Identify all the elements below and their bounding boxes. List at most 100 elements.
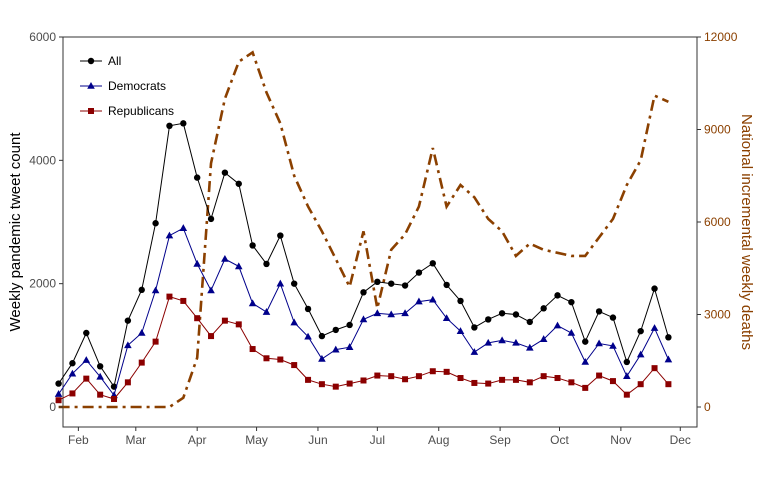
data-point-democrats — [262, 308, 271, 315]
data-point-democrats — [581, 357, 590, 365]
data-point-republicans — [138, 359, 145, 366]
data-point-republicans — [263, 355, 270, 362]
data-point-republicans — [97, 391, 104, 398]
x-tick-label: Oct — [550, 433, 569, 447]
plot-panel — [62, 36, 698, 428]
data-point-all — [290, 280, 298, 287]
x-tick-label: Mar — [125, 433, 146, 447]
data-point-all — [83, 329, 90, 337]
data-point-republicans — [443, 368, 450, 375]
data-point-republicans — [83, 375, 90, 382]
data-point-all — [318, 332, 326, 340]
data-point-all — [277, 232, 284, 239]
data-point-republicans — [208, 333, 215, 340]
data-point-all — [540, 305, 547, 312]
data-point-all — [360, 289, 367, 296]
data-point-all — [374, 278, 381, 286]
legend-marker-democrats — [87, 82, 95, 89]
data-point-democrats — [82, 356, 91, 363]
data-point-democrats — [512, 338, 520, 346]
data-point-democrats — [304, 332, 312, 340]
legend-label-republicans: Republicans — [108, 104, 174, 118]
data-point-democrats — [124, 341, 132, 349]
legend-label-democrats: Democrats — [108, 79, 166, 93]
data-point-democrats — [442, 314, 451, 321]
data-point-republicans — [388, 373, 395, 380]
data-point-all — [249, 242, 256, 249]
data-point-all — [526, 318, 534, 326]
data-point-all — [96, 363, 104, 370]
data-point-all — [443, 281, 450, 289]
data-point-democrats — [470, 348, 479, 355]
y-left-tick-label: 0 — [49, 400, 56, 414]
data-point-republicans — [374, 372, 381, 379]
data-point-democrats — [484, 338, 493, 346]
data-point-all — [401, 282, 409, 289]
data-point-republicans — [568, 379, 575, 386]
data-point-republicans — [318, 381, 325, 388]
data-point-democrats — [248, 299, 257, 307]
data-point-democrats — [428, 295, 437, 303]
data-point-republicans — [526, 379, 533, 386]
data-point-democrats — [387, 310, 396, 318]
x-tick-label: Apr — [188, 433, 207, 447]
data-point-republicans — [360, 377, 367, 384]
data-point-democrats — [526, 343, 534, 351]
x-tick-label: Feb — [68, 433, 89, 447]
data-point-republicans — [485, 380, 492, 387]
data-point-democrats — [456, 327, 465, 334]
data-point-republicans — [346, 380, 353, 387]
y-left-tick-label: 2000 — [29, 277, 56, 291]
data-point-republicans — [651, 365, 658, 372]
legend-label-all: All — [108, 54, 121, 68]
data-point-democrats — [553, 321, 562, 329]
data-point-democrats — [609, 341, 617, 349]
series-line-national-incremental-weekly-deaths — [58, 50, 669, 409]
x-tick-label: Nov — [610, 433, 631, 447]
data-point-republicans — [235, 321, 242, 328]
x-tick-label: Dec — [670, 433, 691, 447]
data-point-republicans — [665, 381, 672, 388]
data-point-democrats — [664, 355, 673, 363]
y-right-tick-label: 9000 — [704, 123, 731, 137]
data-point-all — [180, 120, 187, 127]
data-point-democrats — [345, 343, 354, 350]
data-point-democrats — [415, 297, 423, 305]
data-point-republicans — [554, 375, 561, 382]
data-point-republicans — [180, 297, 187, 304]
data-point-all — [304, 305, 312, 313]
data-point-republicans — [249, 346, 256, 353]
y-left-axis-title: Weekly pandemic tweet count — [7, 132, 24, 332]
legend-marker-republicans — [88, 108, 94, 114]
data-point-republicans — [512, 376, 519, 383]
data-point-all — [235, 180, 242, 187]
data-point-democrats — [54, 390, 63, 397]
data-point-republicans — [152, 338, 159, 345]
data-point-republicans — [415, 373, 422, 380]
data-point-democrats — [221, 255, 229, 262]
data-point-democrats — [373, 309, 382, 317]
data-point-republicans — [194, 315, 201, 322]
data-point-all — [471, 324, 478, 331]
data-point-all — [346, 321, 353, 329]
data-point-all — [263, 260, 270, 268]
data-point-democrats — [650, 324, 659, 331]
data-point-all — [415, 269, 423, 276]
data-point-all — [429, 260, 436, 267]
data-point-all — [207, 215, 215, 223]
data-point-republicans — [609, 378, 616, 385]
data-point-all — [609, 314, 617, 321]
data-point-republicans — [637, 381, 644, 388]
data-point-all — [582, 338, 589, 345]
data-point-democrats — [96, 372, 104, 380]
x-tick-label: Sep — [489, 433, 511, 447]
data-point-all — [512, 311, 520, 318]
data-point-democrats — [359, 315, 368, 323]
data-point-democrats — [331, 345, 340, 353]
y-right-tick-label: 12000 — [704, 30, 738, 44]
data-point-democrats — [151, 286, 160, 294]
axes-layer: 0 2000 4000 6000 0 3000 6000 9000 12000 Feb Mar Apr… — [7, 30, 755, 447]
data-point-democrats — [234, 262, 243, 270]
data-point-republicans — [111, 395, 118, 402]
